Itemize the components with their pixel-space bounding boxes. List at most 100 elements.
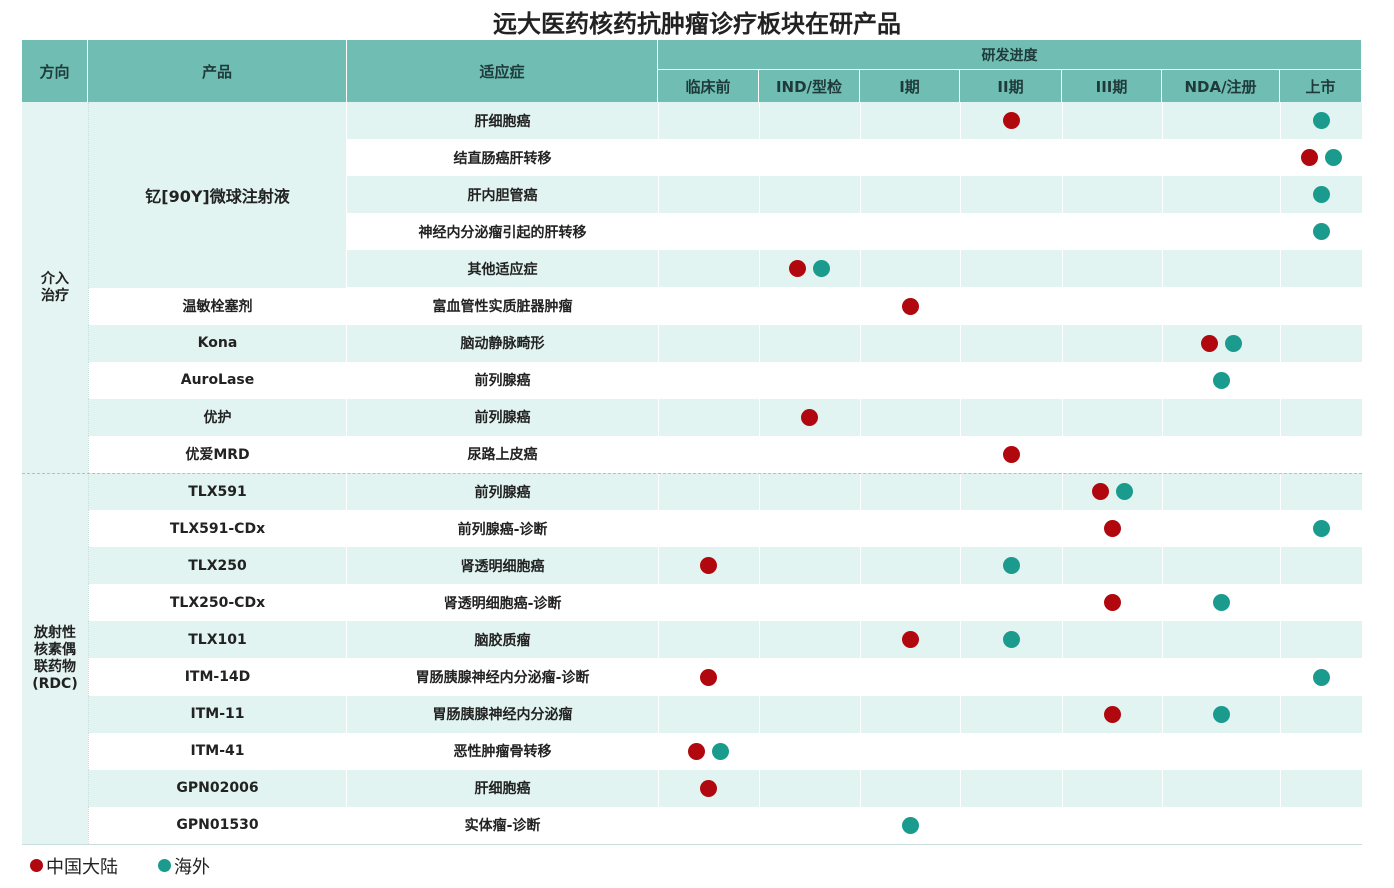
indication: 肝细胞癌: [474, 113, 531, 130]
direction: 放射性 核素偶 联药物 (RDC): [22, 473, 88, 844]
cell-divider: [658, 584, 659, 622]
status-dot: [1115, 483, 1133, 501]
indication: 前列腺癌: [474, 373, 531, 390]
cell-divider: [658, 547, 659, 585]
row-bg: [347, 695, 1362, 733]
indication: 肾透明细胞癌-诊断: [443, 595, 562, 612]
cell-divider: [1162, 176, 1163, 214]
cell-divider: [1162, 213, 1163, 251]
cell-divider: [860, 213, 861, 251]
cell-divider: [1162, 658, 1163, 696]
stage-header: I期: [860, 70, 960, 102]
product: TLX591-CDx: [88, 510, 347, 548]
status-dot: [1312, 668, 1330, 686]
status-dot: [1103, 705, 1121, 723]
status-dot: [1103, 520, 1121, 538]
indication: 肾透明细胞癌: [460, 558, 545, 575]
row-bg: [347, 176, 1362, 214]
cell-divider: [960, 473, 961, 511]
cell-divider: [1280, 695, 1281, 733]
status-dot: [813, 260, 830, 278]
cell-divider: [1280, 473, 1281, 511]
cell-divider: [759, 473, 760, 511]
cell-divider: [860, 435, 861, 473]
cell-divider: [1062, 361, 1063, 399]
product: TLX101: [88, 621, 347, 659]
cell-divider: [1280, 324, 1281, 362]
legend-dot: [30, 859, 43, 872]
cell-divider: [960, 658, 961, 696]
indication: 神经内分泌瘤引起的肝转移: [418, 224, 587, 241]
product: 钇[90Y]微球注射液: [88, 102, 347, 288]
cell-divider: [759, 102, 760, 140]
cell-divider: [759, 510, 760, 548]
indication: 胃肠胰腺神经内分泌瘤: [432, 707, 573, 724]
cell-divider: [1280, 250, 1281, 288]
cell-divider: [860, 324, 861, 362]
cell-divider: [759, 435, 760, 473]
cell-divider: [960, 547, 961, 585]
stage-header: 临床前: [658, 70, 759, 102]
cell-divider: [658, 139, 659, 177]
cell-divider: [759, 695, 760, 733]
row-bg: [347, 732, 1362, 770]
cell-divider: [860, 361, 861, 399]
product: GPN01530: [88, 806, 347, 844]
cell-divider: [759, 361, 760, 399]
cell-divider: [1062, 584, 1063, 622]
cell-divider: [960, 250, 961, 288]
status-dot: [1002, 557, 1020, 575]
product: 优爱MRD: [88, 435, 347, 473]
group-separator: [22, 473, 1362, 474]
status-dot: [801, 408, 818, 426]
cell-divider: [1280, 769, 1281, 807]
row-bg: [347, 658, 1362, 696]
product: TLX250: [88, 547, 347, 585]
row-bg: [347, 584, 1362, 622]
cell-divider: [860, 621, 861, 659]
cell-divider: [658, 250, 659, 288]
cell-divider: [860, 658, 861, 696]
cell-divider: [1280, 139, 1281, 177]
header-cell: 适应症: [347, 40, 658, 102]
row-bg: [347, 287, 1362, 325]
cell-divider: [860, 287, 861, 325]
cell-divider: [658, 806, 659, 844]
status-dot: [1312, 223, 1330, 241]
indication: 肝细胞癌: [474, 781, 531, 798]
cell-divider: [1062, 658, 1063, 696]
cell-divider: [658, 102, 659, 140]
cell-divider: [860, 806, 861, 844]
status-dot: [789, 260, 806, 278]
title: 远大医药核药抗肿瘤诊疗板块在研产品: [493, 10, 901, 38]
cell-divider: [1062, 621, 1063, 659]
status-dot: [1312, 186, 1330, 204]
cell-divider: [759, 621, 760, 659]
cell-divider: [1162, 102, 1163, 140]
status-dot: [1324, 149, 1342, 167]
cell-divider: [960, 139, 961, 177]
cell-divider: [759, 769, 760, 807]
cell-divider: [960, 213, 961, 251]
status-dot: [700, 779, 717, 797]
cell-divider: [658, 732, 659, 770]
cell-divider: [1162, 398, 1163, 436]
cell-divider: [759, 806, 760, 844]
indication: 前列腺癌: [474, 410, 531, 427]
cell-divider: [658, 287, 659, 325]
row-bg: [347, 769, 1362, 807]
stage-header: II期: [960, 70, 1062, 102]
cell-divider: [1280, 584, 1281, 622]
cell-divider: [1162, 732, 1163, 770]
cell-divider: [860, 695, 861, 733]
indication: 前列腺癌-诊断: [457, 521, 548, 538]
indication: 脑胶质瘤: [474, 632, 531, 649]
cell-divider: [860, 176, 861, 214]
legend-dot: [158, 859, 171, 872]
cell-divider: [1162, 435, 1163, 473]
cell-divider: [658, 324, 659, 362]
indication: 肝内胆管癌: [467, 187, 538, 204]
cell-divider: [1280, 435, 1281, 473]
stage-header: III期: [1062, 70, 1162, 102]
cell-divider: [658, 213, 659, 251]
